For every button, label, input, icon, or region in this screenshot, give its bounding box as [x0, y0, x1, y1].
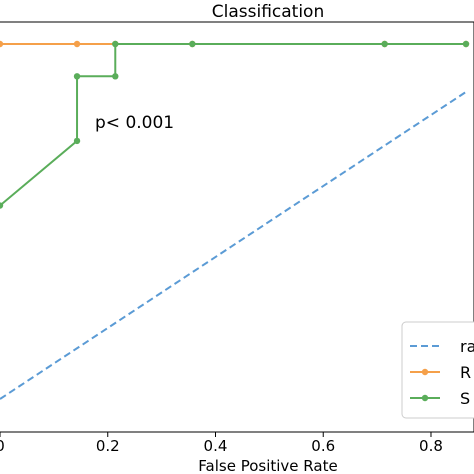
x-tick-label: 0.8	[419, 437, 443, 455]
series-line-ra	[0, 91, 467, 400]
x-axis-ticks: 0 0.2 0.4 0.6 0.8	[0, 432, 443, 455]
legend-label-ra: ra	[460, 337, 474, 356]
series-point-s	[112, 73, 119, 80]
series-point-s	[0, 202, 4, 209]
series-line-s	[0, 43, 466, 207]
legend-marker-s	[421, 394, 429, 402]
legend: ra RS	[401, 321, 474, 419]
series-point-s	[189, 40, 196, 48]
series-point-r	[0, 40, 4, 48]
x-tick-label: 0	[0, 437, 5, 455]
x-tick-label: 0.6	[311, 437, 335, 455]
p-value-annotation: p< 0.001	[95, 113, 174, 133]
plot-area	[0, 21, 474, 433]
legend-box	[401, 321, 474, 419]
chart-title: Classification	[212, 2, 324, 22]
series-point-r	[73, 40, 81, 48]
legend-marker-r	[421, 368, 429, 376]
series-point-s	[381, 40, 388, 48]
legend-label-s: S	[460, 389, 470, 408]
x-tick-label: 0.2	[96, 437, 120, 455]
series-point-s	[73, 73, 81, 80]
series-layer	[0, 40, 470, 400]
legend-label-r: R	[460, 363, 471, 382]
series-point-s	[112, 40, 119, 48]
x-tick-label: 0.4	[204, 437, 228, 455]
series-point-s	[462, 40, 470, 48]
series-point-s	[73, 137, 81, 145]
x-axis-label: False Positive Rate	[198, 457, 337, 474]
